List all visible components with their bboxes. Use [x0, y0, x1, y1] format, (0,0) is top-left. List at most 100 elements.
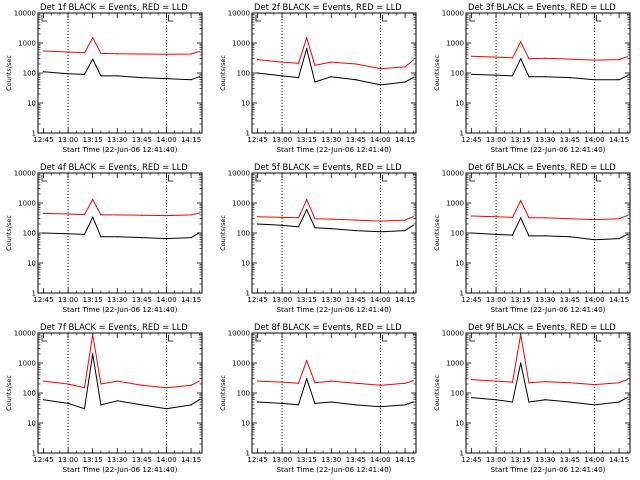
data-point-events	[42, 399, 45, 401]
data-point-events	[314, 227, 316, 229]
data-point-lld	[190, 53, 192, 55]
x-axis-label: Start Time (22-Jun-06 12:41:40)	[276, 465, 391, 474]
data-point-events	[544, 399, 546, 401]
y-axis-label: Counts/sec	[433, 215, 441, 251]
data-point-lld	[412, 59, 414, 61]
x-tick-label: 13:45	[560, 296, 580, 304]
data-point-lld	[511, 381, 514, 383]
data-point-events	[314, 81, 316, 83]
data-point-events	[520, 362, 522, 364]
y-tick-label: 10000	[442, 170, 464, 178]
data-point-events	[256, 223, 259, 225]
y-tick-label: 10000	[442, 10, 464, 18]
data-point-events	[379, 84, 382, 86]
x-tick-label: 13:45	[132, 136, 152, 144]
data-point-events	[511, 234, 514, 236]
bracket-marker	[469, 15, 475, 22]
data-point-lld	[470, 215, 473, 217]
x-tick-label: 14:00	[370, 296, 390, 304]
data-point-lld	[141, 384, 143, 386]
data-point-lld	[404, 219, 406, 221]
data-point-lld	[412, 216, 414, 218]
x-tick-label: 13:15	[297, 296, 317, 304]
plot-frame	[251, 172, 417, 294]
y-axis-label: Counts/sec	[5, 375, 13, 411]
x-tick-label: 12:45	[461, 136, 481, 144]
data-point-lld	[528, 382, 530, 384]
bracket-marker	[596, 335, 602, 342]
data-point-lld	[116, 214, 118, 216]
x-tick-label: 13:30	[321, 296, 341, 304]
data-point-events	[198, 399, 200, 401]
y-tick-label: 1000	[18, 360, 36, 368]
series-line-events	[471, 362, 628, 406]
x-tick-label: 14:00	[584, 456, 604, 464]
data-point-events	[42, 71, 45, 73]
y-tick-label: 1	[32, 130, 36, 138]
x-tick-label: 13:15	[511, 296, 531, 304]
x-axis-label: Start Time (22-Jun-06 12:41:40)	[490, 305, 605, 314]
bracket-marker	[168, 175, 174, 182]
data-point-events	[198, 76, 200, 78]
plot-frame	[465, 172, 631, 294]
data-point-events	[116, 400, 118, 402]
data-point-lld	[116, 380, 118, 382]
y-tick-label: 1000	[446, 200, 464, 208]
data-point-events	[569, 401, 571, 403]
bracket-marker	[469, 175, 475, 182]
panel-title: Det 3f BLACK = Events, RED = LLD	[468, 2, 616, 12]
data-point-events	[412, 77, 414, 79]
x-tick-label: 13:15	[297, 456, 317, 464]
x-tick-label: 14:00	[584, 296, 604, 304]
data-point-lld	[511, 57, 514, 59]
x-tick-label: 12:45	[247, 456, 267, 464]
data-point-events	[83, 73, 86, 75]
data-point-events	[314, 402, 316, 405]
data-point-lld	[100, 52, 102, 55]
x-tick-label: 13:15	[297, 136, 317, 144]
y-tick-label: 100	[451, 230, 464, 238]
chart-panel-8: Det 8f BLACK = Events, RED = LLD Counts/s…	[219, 322, 417, 474]
y-tick-label: 1	[460, 450, 464, 458]
data-point-lld	[190, 214, 192, 216]
panel-title: Det 6f BLACK = Events, RED = LLD	[468, 162, 616, 172]
series-line-events	[257, 48, 414, 86]
data-point-events	[528, 76, 530, 78]
x-tick-label: 13:45	[560, 456, 580, 464]
data-point-events	[100, 404, 102, 406]
data-point-events	[470, 232, 473, 234]
data-point-events	[116, 236, 118, 238]
y-tick-label: 1	[460, 290, 464, 298]
data-point-events	[198, 232, 200, 234]
x-tick-label: 13:00	[486, 296, 506, 304]
bracket-marker	[41, 175, 47, 182]
data-point-events	[330, 401, 332, 403]
data-point-events	[141, 77, 143, 79]
x-tick-label: 14:00	[370, 136, 390, 144]
data-point-events	[141, 237, 143, 239]
x-tick-label: 13:15	[83, 296, 103, 304]
y-tick-label: 1000	[446, 360, 464, 368]
y-tick-label: 10000	[14, 330, 36, 338]
data-point-lld	[355, 63, 357, 65]
y-tick-label: 100	[23, 390, 36, 398]
x-axis-label: Start Time (22-Jun-06 12:41:40)	[62, 305, 177, 314]
plot-frame	[465, 332, 631, 454]
data-point-lld	[165, 387, 168, 389]
x-tick-label: 14:15	[181, 296, 201, 304]
data-point-events	[626, 397, 628, 399]
series-line-events	[43, 58, 200, 81]
x-axis-label: Start Time (22-Jun-06 12:41:40)	[276, 305, 391, 314]
data-point-events	[116, 75, 118, 77]
y-tick-label: 100	[451, 390, 464, 398]
series-line-events	[43, 216, 200, 240]
data-point-lld	[198, 50, 200, 53]
x-tick-label: 13:45	[346, 136, 366, 144]
data-point-lld	[412, 379, 414, 382]
x-tick-label: 13:30	[107, 136, 127, 144]
data-point-lld	[626, 215, 628, 217]
data-point-lld	[528, 217, 530, 219]
x-tick-label: 13:30	[535, 296, 555, 304]
data-point-lld	[379, 220, 382, 222]
y-tick-label: 1	[246, 130, 250, 138]
